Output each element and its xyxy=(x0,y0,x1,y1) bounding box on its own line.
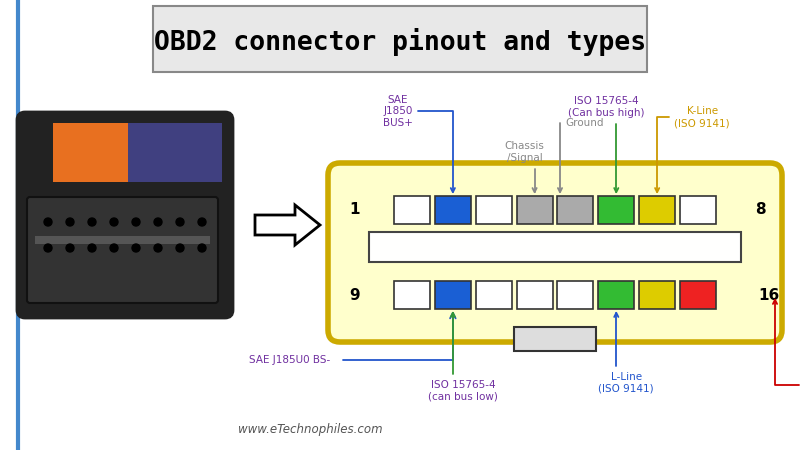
FancyBboxPatch shape xyxy=(435,281,471,309)
Text: www.eTechnophiles.com: www.eTechnophiles.com xyxy=(238,423,382,436)
FancyBboxPatch shape xyxy=(153,6,647,72)
FancyBboxPatch shape xyxy=(27,197,218,303)
Circle shape xyxy=(132,244,140,252)
Circle shape xyxy=(88,244,96,252)
FancyBboxPatch shape xyxy=(558,196,594,224)
FancyBboxPatch shape xyxy=(680,196,716,224)
FancyBboxPatch shape xyxy=(476,281,512,309)
Circle shape xyxy=(110,218,118,226)
FancyBboxPatch shape xyxy=(369,232,741,262)
Circle shape xyxy=(198,244,206,252)
FancyBboxPatch shape xyxy=(598,281,634,309)
Circle shape xyxy=(176,244,184,252)
Text: SAE
J1850
BUS+: SAE J1850 BUS+ xyxy=(383,95,455,192)
FancyBboxPatch shape xyxy=(514,327,596,351)
Circle shape xyxy=(66,244,74,252)
Text: +12 Always on: +12 Always on xyxy=(773,300,800,390)
FancyBboxPatch shape xyxy=(128,123,222,182)
Circle shape xyxy=(154,218,162,226)
FancyBboxPatch shape xyxy=(639,281,675,309)
Circle shape xyxy=(88,218,96,226)
Text: L-Line
(ISO 9141): L-Line (ISO 9141) xyxy=(598,313,654,394)
FancyBboxPatch shape xyxy=(517,281,553,309)
Circle shape xyxy=(132,218,140,226)
FancyBboxPatch shape xyxy=(476,196,512,224)
Text: Ground: Ground xyxy=(558,118,604,192)
FancyBboxPatch shape xyxy=(639,196,675,224)
Text: ISO 15765-4
(can bus low): ISO 15765-4 (can bus low) xyxy=(428,313,498,401)
FancyBboxPatch shape xyxy=(53,123,222,182)
Circle shape xyxy=(154,244,162,252)
FancyBboxPatch shape xyxy=(394,281,430,309)
Text: K-Line
(ISO 9141): K-Line (ISO 9141) xyxy=(655,106,730,192)
FancyBboxPatch shape xyxy=(598,196,634,224)
FancyBboxPatch shape xyxy=(558,281,594,309)
Text: OBD2 connector pinout and types: OBD2 connector pinout and types xyxy=(154,28,646,56)
FancyBboxPatch shape xyxy=(435,196,471,224)
Text: 1: 1 xyxy=(350,202,360,217)
Circle shape xyxy=(66,218,74,226)
FancyBboxPatch shape xyxy=(35,236,210,244)
Circle shape xyxy=(198,218,206,226)
Circle shape xyxy=(110,244,118,252)
Text: Chassis
/Signal: Chassis /Signal xyxy=(505,141,545,192)
Text: SAE J185U0 BS-: SAE J185U0 BS- xyxy=(249,355,330,365)
Text: 9: 9 xyxy=(350,288,360,302)
FancyBboxPatch shape xyxy=(328,163,782,342)
FancyBboxPatch shape xyxy=(517,196,553,224)
Circle shape xyxy=(44,218,52,226)
FancyBboxPatch shape xyxy=(394,196,430,224)
FancyBboxPatch shape xyxy=(17,112,233,318)
Text: 16: 16 xyxy=(758,288,779,302)
Text: 8: 8 xyxy=(755,202,766,217)
Polygon shape xyxy=(255,205,320,245)
Circle shape xyxy=(44,244,52,252)
Text: ISO 15765-4
(Can bus high): ISO 15765-4 (Can bus high) xyxy=(568,96,645,192)
FancyBboxPatch shape xyxy=(680,281,716,309)
Circle shape xyxy=(176,218,184,226)
